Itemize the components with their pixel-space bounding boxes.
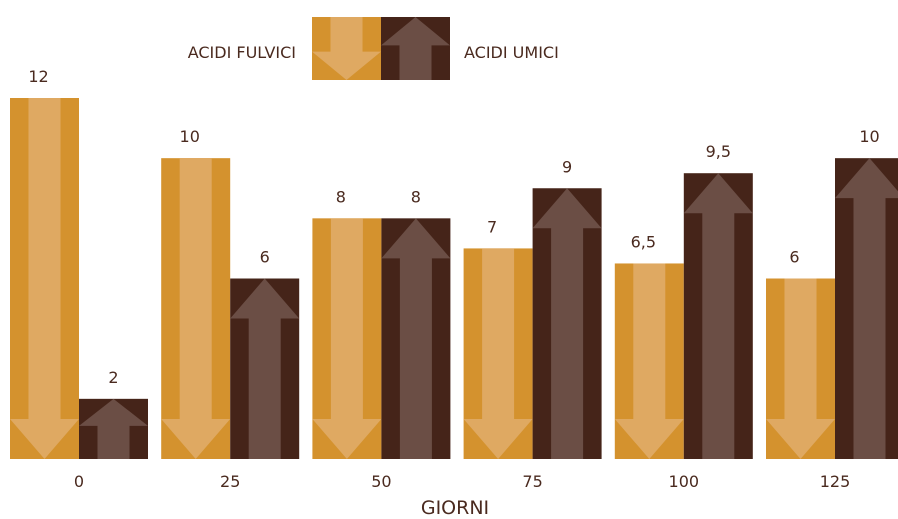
bar-s0-1 [161,158,231,459]
legend-label-fulvici: ACIDI FULVICI [188,43,296,62]
bar-s0-3-arrow [463,248,533,459]
bar-s1-5 [835,158,898,459]
value-label-s1-3: 9 [562,157,572,176]
x-axis-title: GIORNI [421,497,489,519]
value-label-s0-1: 10 [180,127,200,146]
legend: ACIDI FULVICI ACIDI UMICI [188,17,559,80]
x-tick-label-2: 50 [371,472,391,491]
x-tick-label-3: 75 [522,472,542,491]
bar-s1-0 [79,398,148,459]
legend-swatch-arrow-umici-arrow [381,17,450,80]
value-label-s0-3: 7 [487,217,497,236]
bar-s0-5 [766,278,835,459]
x-tick-label-4: 100 [669,472,700,491]
value-labels: 12 2 10 6 8 8 7 9 6,5 9,5 6 10 [28,67,879,387]
value-label-s1-5: 10 [859,127,879,146]
value-label-s1-4: 9,5 [706,142,731,161]
value-label-s1-2: 8 [411,187,421,206]
bar-s0-3 [463,248,533,459]
value-label-s0-4: 6,5 [631,232,656,251]
value-label-s0-2: 8 [336,187,346,206]
bar-s1-1-arrow [230,278,300,459]
legend-label-umici: ACIDI UMICI [464,43,559,62]
bar-s1-1 [230,278,300,459]
x-tick-label-5: 125 [820,472,851,491]
x-axis-ticks: 0 25 50 75 100 125 [74,472,850,491]
bars [10,98,898,460]
legend-swatch-arrow-fulvici-arrow [312,17,381,80]
x-tick-label-1: 25 [220,472,240,491]
bar-s1-0-arrow [79,398,148,459]
bar-s0-0-arrow [10,98,79,459]
bar-s1-4 [683,173,753,460]
value-label-s1-0: 2 [108,368,118,387]
bar-s0-2 [312,218,382,459]
x-tick-label-0: 0 [74,472,84,491]
bar-s0-4-arrow [614,263,684,459]
bar-s0-2-arrow [312,218,382,459]
value-label-s0-5: 6 [789,248,799,267]
bar-s1-3 [532,188,602,459]
value-label-s0-0: 12 [28,67,48,86]
bar-s0-4 [614,263,684,459]
bar-s1-2 [381,218,451,459]
bar-s1-5-arrow [835,158,898,459]
bar-s0-1-arrow [161,158,231,459]
value-label-s1-1: 6 [260,248,270,267]
legend-swatch-umici [381,17,450,80]
bar-s0-5-arrow [766,278,835,459]
legend-swatch-arrow-umici [381,17,450,80]
bar-s0-0 [10,98,79,459]
legend-swatch-arrow-fulvici [312,17,381,80]
bar-s1-4-arrow [683,173,753,460]
legend-swatch-fulvici [312,17,381,80]
bar-s1-2-arrow [381,218,451,459]
bar-s1-3-arrow [532,188,602,459]
